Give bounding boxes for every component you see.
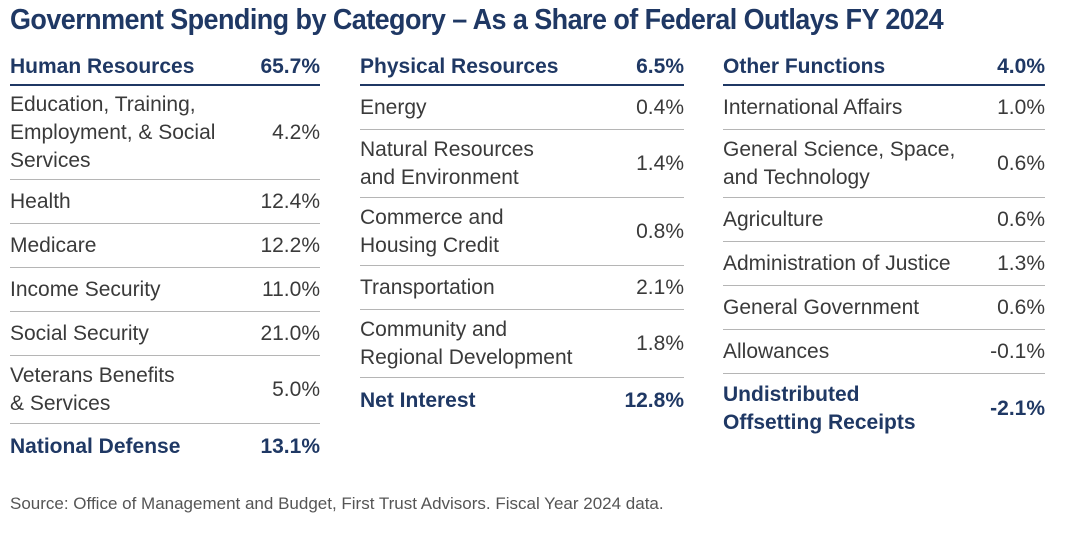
- table-row: Community and Regional Development 1.8%: [360, 310, 684, 378]
- table-row: Veterans Benefits & Services 5.0%: [10, 356, 320, 424]
- total-value: 12.8%: [624, 389, 684, 412]
- page-title: Government Spending by Category – As a S…: [10, 4, 944, 36]
- row-value: 0.4%: [636, 95, 684, 119]
- table-row: General Government 0.6%: [723, 286, 1045, 330]
- table-row: Administration of Justice 1.3%: [723, 242, 1045, 286]
- table-row: Natural Resources and Environment 1.4%: [360, 130, 684, 198]
- row-label: Medicare: [10, 233, 97, 257]
- total-label: Undistributed Offsetting Receipts: [723, 383, 916, 434]
- row-label: International Affairs: [723, 95, 903, 119]
- table-row: Commerce and Housing Credit 0.8%: [360, 198, 684, 266]
- row-label: Allowances: [723, 339, 830, 363]
- total-value: -2.1%: [990, 397, 1045, 420]
- header-label: Physical Resources: [360, 55, 559, 78]
- row-label: Health: [10, 189, 71, 213]
- row-label: Natural Resources and Environment: [360, 137, 534, 189]
- header-label: Human Resources: [10, 55, 195, 78]
- row-value: 2.1%: [636, 275, 684, 299]
- row-label: Community and Regional Development: [360, 317, 573, 369]
- table-row: Social Security 21.0%: [10, 312, 320, 356]
- column-header: Other Functions 4.0%: [723, 50, 1045, 86]
- row-label: General Science, Space, and Technology: [723, 137, 956, 189]
- row-label: Veterans Benefits & Services: [10, 363, 175, 415]
- row-label: Income Security: [10, 277, 161, 301]
- header-value: 65.7%: [260, 55, 320, 78]
- header-value: 4.0%: [997, 55, 1045, 78]
- row-value: 5.0%: [272, 377, 320, 401]
- other-functions-column: Other Functions 4.0% International Affai…: [723, 50, 1045, 444]
- total-label: National Defense: [10, 435, 181, 458]
- table-row: International Affairs 1.0%: [723, 86, 1045, 130]
- row-label: Agriculture: [723, 207, 824, 231]
- row-value: 0.6%: [997, 151, 1045, 175]
- total-row: Net Interest 12.8%: [360, 378, 684, 424]
- human-resources-column: Human Resources 65.7% Education, Trainin…: [10, 50, 320, 470]
- table-row: Allowances -0.1%: [723, 330, 1045, 374]
- row-label: Transportation: [360, 275, 495, 299]
- total-label: Net Interest: [360, 389, 476, 412]
- row-value: 4.2%: [272, 120, 320, 144]
- header-value: 6.5%: [636, 55, 684, 78]
- row-label: General Government: [723, 295, 920, 319]
- table-row: Education, Training, Employment, & Socia…: [10, 86, 320, 180]
- row-value: 12.2%: [260, 233, 320, 257]
- row-value: 1.3%: [997, 251, 1045, 275]
- table-row: Health 12.4%: [10, 180, 320, 224]
- row-value: 0.6%: [997, 207, 1045, 231]
- total-row: Undistributed Offsetting Receipts -2.1%: [723, 374, 1045, 444]
- row-value: 21.0%: [260, 321, 320, 345]
- row-value: -0.1%: [990, 339, 1045, 363]
- row-value: 12.4%: [260, 189, 320, 213]
- total-row: National Defense 13.1%: [10, 424, 320, 470]
- row-label: Administration of Justice: [723, 251, 951, 275]
- row-value: 0.8%: [636, 219, 684, 243]
- row-value: 1.8%: [636, 331, 684, 355]
- row-value: 1.0%: [997, 95, 1045, 119]
- row-label: Social Security: [10, 321, 149, 345]
- table-row: Energy 0.4%: [360, 86, 684, 130]
- column-header: Human Resources 65.7%: [10, 50, 320, 86]
- table-row: General Science, Space, and Technology 0…: [723, 130, 1045, 198]
- table-row: Agriculture 0.6%: [723, 198, 1045, 242]
- header-label: Other Functions: [723, 55, 886, 78]
- row-value: 0.6%: [997, 295, 1045, 319]
- total-value: 13.1%: [260, 435, 320, 458]
- row-label: Commerce and Housing Credit: [360, 205, 504, 257]
- column-header: Physical Resources 6.5%: [360, 50, 684, 86]
- table-row: Transportation 2.1%: [360, 266, 684, 310]
- table-row: Medicare 12.2%: [10, 224, 320, 268]
- row-label: Education, Training, Employment, & Socia…: [10, 92, 216, 172]
- table-row: Income Security 11.0%: [10, 268, 320, 312]
- source-note: Source: Office of Management and Budget,…: [10, 494, 664, 513]
- row-value: 1.4%: [636, 151, 684, 175]
- row-value: 11.0%: [262, 277, 320, 301]
- physical-resources-column: Physical Resources 6.5% Energy 0.4% Natu…: [360, 50, 684, 424]
- row-label: Energy: [360, 95, 427, 119]
